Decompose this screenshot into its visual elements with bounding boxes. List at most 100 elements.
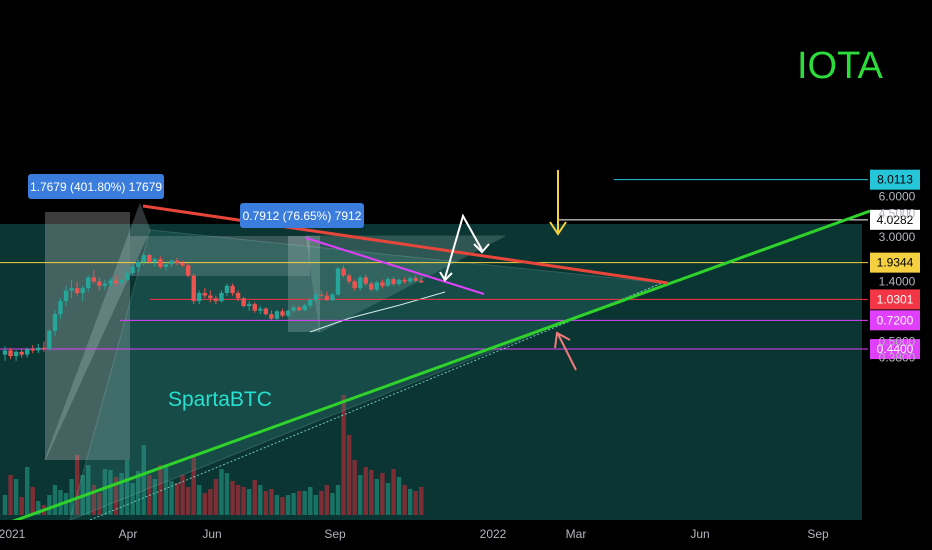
candle-body [147,255,152,263]
volume-bar [180,475,185,515]
volume-bar [124,460,130,515]
candle-body [158,259,163,267]
candle-body [235,292,241,299]
candle-body [52,314,58,331]
volume-bar [202,493,207,515]
candle-body [258,308,263,311]
candle-body [291,307,296,311]
volume-bar [47,495,52,515]
candles [2,252,424,361]
wedge-top-line [305,237,485,295]
price-level-label: 1.9344 [877,256,914,270]
candle-body [74,288,80,293]
candle-body [358,277,363,289]
volume-bar [25,467,30,515]
candle-body [25,349,30,355]
measure-annotation-1-text: 1.7679 (401.80%) 17679 [30,180,162,194]
volume-bar [108,470,113,515]
volume-bar [63,493,69,515]
candle-body [341,268,346,276]
volume-bar [346,435,352,515]
price-level-badge [870,339,920,360]
symbol-label: IOTA [797,45,884,87]
volume-bar [52,485,58,515]
candle-body [346,275,352,282]
volume-bar [197,485,202,515]
zigzag-arrow-head-2 [473,243,490,254]
yellow-arrow-head [549,221,567,236]
candle-body [252,304,257,311]
volume-bar [391,469,396,515]
price-level-badge [870,252,920,273]
y-axis-tick-label: 0.3800 [879,351,916,365]
candle-body [8,350,13,357]
volume-bar [241,487,246,515]
candle-body [97,281,102,286]
candle-body [2,350,8,355]
triangle-shape-2 [305,235,506,333]
volume-bar [174,483,180,515]
candle-body [396,279,402,285]
price-level-badge [870,169,920,190]
candle-body [197,292,202,302]
candle-body [385,279,391,286]
price-level-label: 1.0301 [877,292,914,306]
x-axis-tick-label: Sep [807,527,829,541]
volume-bar [285,495,291,515]
volume-bar [296,491,302,515]
red-up-arrow [557,333,577,371]
zigzag-arrow [444,213,483,279]
volume-bar [113,477,119,515]
zigzag-arrow-head-1 [439,271,453,282]
volume-bar [402,485,407,515]
uptrend-line [0,209,871,528]
candle-body [202,292,207,296]
volume-bar [308,487,313,515]
volume-bar [413,491,418,515]
measure-annotation-2-text: 0.7912 (76.65%) 7912 [243,209,362,223]
candle-body [13,351,19,357]
volume-bar [330,493,335,515]
measure-annotation-2: 0.7912 (76.65%) 7912 [240,203,364,228]
y-axis-tick-label: 4.5000 [879,206,916,220]
volume-bar [252,480,257,515]
price-level-badge [870,209,920,230]
candle-body [302,305,307,310]
candle-body [285,310,291,316]
axes: 6.0000 4.5000 3.0000 1.4000 0.5000 0.3800 2021… [0,190,916,550]
y-axis-tick-label: 3.0000 [879,230,916,244]
candle-body [335,268,341,295]
support-line [309,291,446,333]
x-axis-tick-label: Jun [690,527,709,541]
volume-bar [263,491,269,515]
candle-body [30,349,35,351]
volume-bar [69,479,74,515]
candle-body [19,351,24,355]
candle-body [319,294,324,296]
x-axis-tick-label: Apr [119,527,138,541]
candle-body [119,279,124,284]
volume-bar [324,485,330,515]
volume-bar [13,479,19,515]
y-axis-tick-label: 6.0000 [879,190,916,204]
candle-body [63,290,69,302]
volume-bar [8,475,13,515]
candle-body [241,298,246,307]
measure-box-2 [288,236,320,332]
volume-bar [313,495,318,515]
candle-body [180,263,185,266]
volume-bar [419,487,424,515]
volume-bar [269,489,274,515]
candle-body [402,279,407,282]
volume-bar [19,497,24,515]
candle-body [174,260,180,264]
volume-bar [302,491,307,515]
volume-bar [141,445,146,515]
candle-body [363,277,368,284]
volume-bar [235,485,241,515]
x-axis-tick-label: Jun [202,527,221,541]
candle-body [36,347,41,351]
volume-bar [258,485,263,515]
volume-bar [335,485,341,515]
